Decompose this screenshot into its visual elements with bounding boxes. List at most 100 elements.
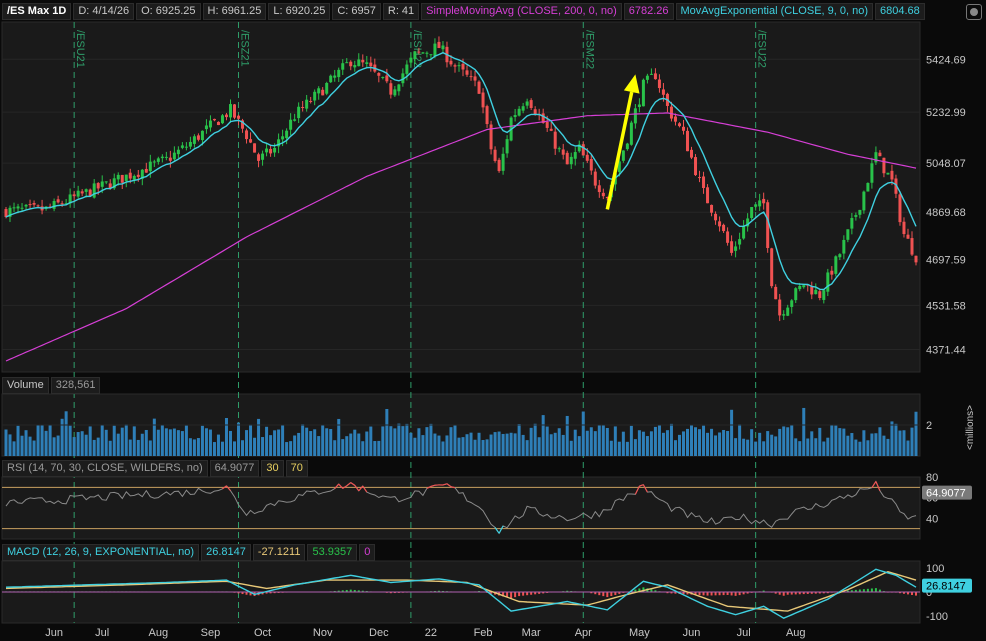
volume-bar [405, 423, 409, 456]
volume-bar [4, 429, 8, 456]
volume-bar [184, 425, 188, 456]
volume-bar [553, 432, 557, 456]
volume-bar [124, 424, 128, 456]
ema-study-label[interactable]: MovAvgExponential (CLOSE, 9, 0, no) [675, 3, 874, 20]
volume-bar [317, 436, 321, 456]
volume-bar [136, 439, 140, 456]
volume-bar [529, 427, 533, 456]
x-tick-label: Oct [254, 627, 271, 639]
price-panel[interactable] [1, 21, 921, 373]
volume-bar [437, 435, 441, 456]
candle [80, 189, 84, 197]
volume-bar [673, 440, 677, 456]
volume-bar [561, 434, 565, 456]
volume-bar [68, 425, 72, 456]
volume-bar [281, 425, 285, 456]
volume-bar [152, 418, 156, 456]
candle [694, 154, 698, 176]
volume-bar [601, 425, 605, 456]
volume-bar [140, 433, 144, 456]
candle [184, 142, 188, 151]
candle [826, 268, 830, 297]
candle [277, 133, 281, 154]
volume-bar [429, 423, 433, 456]
candle [605, 196, 609, 201]
price-tick-label: 5048.07 [926, 158, 966, 170]
candle [673, 113, 677, 126]
volume-bar [501, 433, 505, 456]
candle [72, 190, 76, 201]
volume-bar [485, 439, 489, 456]
volume-bar [8, 434, 12, 456]
volume-bar [32, 440, 36, 456]
candle [714, 211, 718, 225]
candle [228, 99, 232, 123]
volume-bar [698, 429, 702, 456]
volume-bar [84, 434, 88, 456]
volume-bar [681, 431, 685, 456]
volume-bar [685, 428, 689, 456]
candle [573, 147, 577, 166]
ema-study-value: 6804.68 [875, 3, 925, 20]
macd-value: 26.8147 [201, 544, 251, 561]
volume-bar [714, 435, 718, 456]
volume-bar [269, 435, 273, 456]
volume-bar [56, 435, 60, 456]
volume-bar [48, 425, 52, 456]
volume-bar [132, 426, 136, 456]
candle [774, 284, 778, 300]
candle [762, 192, 766, 210]
volume-bar [305, 427, 309, 456]
candle [846, 229, 850, 243]
contract-label: /ESZ21 [239, 30, 251, 67]
macd-diff-value: 53.9357 [307, 544, 358, 561]
close-value: C: 6957 [332, 3, 381, 20]
x-tick-label: 22 [425, 627, 437, 639]
candle [164, 151, 168, 161]
volume-bar [866, 440, 870, 456]
candle [68, 188, 72, 208]
candle [305, 94, 309, 112]
candle [8, 205, 12, 223]
rsi-panel[interactable] [1, 476, 921, 540]
candle [750, 206, 754, 221]
volume-bar [637, 430, 641, 456]
volume-bar [228, 430, 232, 456]
candle [241, 118, 245, 133]
candle [144, 162, 148, 173]
volume-bar [208, 429, 212, 456]
candle [814, 283, 818, 295]
symbol-label[interactable]: /ES Max 1D [2, 3, 72, 20]
volume-bar [433, 433, 437, 456]
volume-bar [204, 428, 208, 456]
volume-bar [453, 425, 457, 456]
volume-bar [726, 430, 730, 456]
candle [413, 50, 417, 65]
candle [874, 146, 878, 165]
candle [493, 146, 497, 163]
volume-bar [497, 431, 501, 456]
candle [220, 113, 224, 125]
settings-icon[interactable] [966, 4, 982, 20]
volume-bar [702, 425, 706, 456]
macd-study-label[interactable]: MACD (12, 26, 9, EXPONENTIAL, no) [2, 544, 200, 561]
volume-bar [521, 434, 525, 456]
candle [822, 289, 826, 304]
volume-study-label[interactable]: Volume [2, 377, 49, 394]
sma-study-label[interactable]: SimpleMovingAvg (CLOSE, 200, 0, no) [421, 3, 622, 20]
candle [690, 146, 694, 160]
candle [589, 155, 593, 175]
volume-bar [233, 441, 237, 456]
rsi-study-label[interactable]: RSI (14, 70, 30, CLOSE, WILDERS, no) [2, 460, 208, 477]
volume-bar [609, 440, 613, 456]
volume-bar [633, 439, 637, 456]
volume-bar [565, 415, 569, 456]
candle [730, 235, 734, 256]
candle [818, 288, 822, 301]
low-value: L: 6920.25 [268, 3, 331, 20]
candle [653, 68, 657, 80]
candle [910, 231, 914, 256]
rsi-tick-label: 80 [926, 472, 938, 484]
rsi-last-value-badge [922, 485, 972, 500]
